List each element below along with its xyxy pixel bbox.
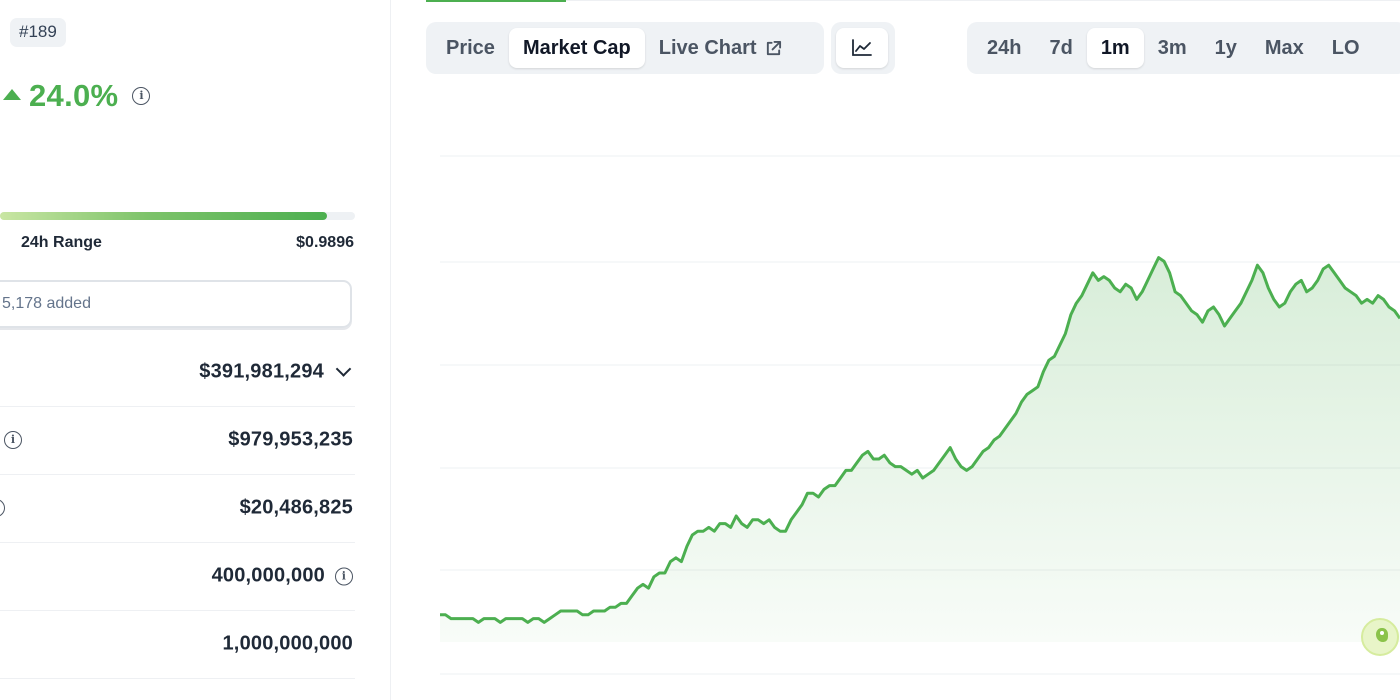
range-label: 1y xyxy=(1214,36,1237,59)
range-3m[interactable]: 3m xyxy=(1144,28,1201,68)
range-label: 24h xyxy=(987,36,1022,59)
rank-badge: #189 xyxy=(10,18,66,47)
chart-mode-tabs: Price Market Cap Live Chart xyxy=(426,22,824,74)
coingecko-logo xyxy=(1361,618,1399,656)
tab-price[interactable]: Price xyxy=(432,28,509,68)
stat-row: $391,981,294 xyxy=(0,338,355,407)
tab-live-chart[interactable]: Live Chart xyxy=(645,28,796,68)
stat-value: 400,000,000 xyxy=(211,564,325,587)
line-chart-icon xyxy=(852,39,872,56)
range-24h[interactable]: 24h xyxy=(973,28,1035,68)
coin-stats-panel: #189 24.0% i 24h Range $0.9896 5,178 add… xyxy=(0,0,391,700)
stat-value: $979,953,235 xyxy=(228,428,353,451)
range-label: LO xyxy=(1331,36,1360,59)
active-section-indicator xyxy=(426,0,566,2)
info-icon[interactable] xyxy=(0,499,5,517)
info-icon[interactable]: i xyxy=(4,431,22,449)
stat-row: i $979,953,235 xyxy=(0,406,355,475)
tab-market-cap[interactable]: Market Cap xyxy=(508,28,645,68)
range-label: Max xyxy=(1264,36,1304,59)
market-cap-chart[interactable] xyxy=(440,120,1400,680)
range-1m[interactable]: 1m xyxy=(1086,28,1144,68)
chart-canvas xyxy=(440,155,1400,675)
info-icon[interactable]: i xyxy=(132,87,151,105)
tab-label: Market Cap xyxy=(522,36,631,59)
chart-area-fill xyxy=(440,257,1400,642)
range-7d[interactable]: 7d xyxy=(1035,28,1086,68)
range-high-value: $0.9896 xyxy=(296,234,354,251)
stat-value: 1,000,000,000 xyxy=(222,632,353,655)
stat-row: 1,000,000,000 xyxy=(0,610,355,679)
chart-type-toggle xyxy=(831,22,895,74)
price-change-row: 24.0% i xyxy=(0,78,151,114)
range-bar-fill xyxy=(0,212,327,220)
time-range-tabs: 24h 7d 1m 3m 1y Max LO xyxy=(967,22,1400,74)
tab-label: Live Chart xyxy=(658,36,757,59)
range-max[interactable]: Max xyxy=(1251,28,1318,68)
range-label: 3m xyxy=(1157,36,1187,59)
stat-value: $391,981,294 xyxy=(199,360,324,383)
chart-series-line xyxy=(440,256,1400,624)
stat-row: 400,000,000 i xyxy=(0,542,355,611)
info-icon[interactable]: i xyxy=(335,567,353,585)
stat-value: $20,486,825 xyxy=(239,496,353,519)
range-bar xyxy=(0,212,355,220)
range-label: 24h Range xyxy=(21,234,102,251)
stat-row: $20,486,825 xyxy=(0,474,355,543)
range-label: 1m xyxy=(1100,36,1130,59)
price-change-percent: 24.0% xyxy=(29,78,119,113)
range-lo[interactable]: LO xyxy=(1318,28,1374,68)
range-label: 7d xyxy=(1049,36,1073,59)
line-chart-button[interactable] xyxy=(836,28,888,68)
range-1y[interactable]: 1y xyxy=(1201,28,1251,68)
chevron-down-icon[interactable] xyxy=(335,361,352,377)
external-link-icon xyxy=(766,40,781,55)
tab-label: Price xyxy=(446,36,495,59)
divider xyxy=(566,0,1400,1)
watchlist-button[interactable]: 5,178 added xyxy=(0,280,352,328)
caret-up-icon xyxy=(3,88,21,100)
watchlist-count: 5,178 added xyxy=(2,295,91,312)
